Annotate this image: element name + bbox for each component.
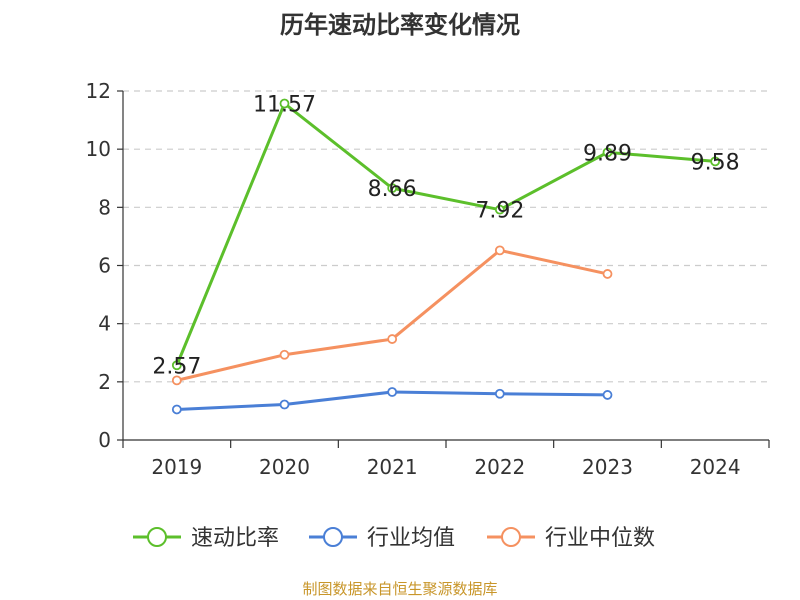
legend-marker bbox=[147, 527, 167, 547]
data-point[interactable] bbox=[387, 387, 398, 397]
source-note: 制图数据来自恒生聚源数据库 bbox=[302, 580, 497, 598]
data-point[interactable] bbox=[494, 204, 505, 215]
x-tick-label: 2023 bbox=[582, 455, 633, 479]
data-label: 8.66 bbox=[368, 177, 417, 202]
data-label: 9.58 bbox=[691, 150, 740, 175]
y-tick-label: 12 bbox=[86, 79, 111, 103]
data-point[interactable] bbox=[279, 349, 290, 360]
series-line bbox=[175, 102, 716, 366]
data-labels: 2.57 11.57 8.66 7.92 9.89 9.58 bbox=[152, 93, 739, 380]
data-point[interactable] bbox=[279, 98, 290, 109]
data-point[interactable] bbox=[602, 147, 613, 158]
x-tick-label: 2024 bbox=[690, 455, 741, 479]
data-label: 2.57 bbox=[152, 354, 201, 379]
data-point[interactable] bbox=[171, 375, 182, 386]
data-point[interactable] bbox=[710, 156, 721, 167]
series-2 bbox=[171, 245, 613, 386]
data-point[interactable] bbox=[387, 334, 398, 344]
series-1 bbox=[171, 387, 613, 415]
legend-label: 行业均值 bbox=[367, 526, 455, 551]
data-point[interactable] bbox=[494, 388, 505, 399]
legend-item-2[interactable]: 行业中位数 bbox=[487, 526, 655, 551]
x-tick-label: 2020 bbox=[259, 455, 310, 479]
series-0 bbox=[171, 98, 721, 371]
x-tick-label: 2019 bbox=[151, 455, 202, 479]
data-label: 9.89 bbox=[583, 141, 632, 166]
x-tick-label: 2021 bbox=[367, 455, 418, 479]
y-tick-label: 4 bbox=[98, 312, 111, 336]
data-label: 7.92 bbox=[475, 199, 524, 224]
y-tick-label: 0 bbox=[98, 428, 111, 452]
data-point[interactable] bbox=[602, 269, 613, 279]
data-point[interactable] bbox=[602, 390, 613, 400]
y-tick-label: 6 bbox=[98, 254, 111, 278]
data-point[interactable] bbox=[387, 183, 398, 194]
data-point[interactable] bbox=[279, 399, 290, 410]
chart-title: 历年速动比率变化情况 bbox=[280, 11, 520, 39]
y-tick-label: 8 bbox=[98, 195, 111, 219]
legend-item-0[interactable]: 速动比率 bbox=[133, 526, 279, 551]
data-point[interactable] bbox=[171, 360, 182, 371]
grid-lines bbox=[123, 90, 769, 383]
data-point[interactable] bbox=[494, 245, 505, 256]
axes: 0 2 4 6 8 10 12 2019 2020 2021 2022 2023 2024 bbox=[86, 79, 770, 479]
legend-marker bbox=[501, 527, 521, 547]
legend[interactable]: 速动比率 行业均值 行业中位数 bbox=[133, 526, 655, 551]
series-group bbox=[171, 98, 721, 415]
legend-item-1[interactable]: 行业均值 bbox=[309, 526, 455, 551]
legend-label: 速动比率 bbox=[191, 526, 279, 551]
y-tick-label: 10 bbox=[86, 137, 111, 161]
legend-marker bbox=[323, 527, 343, 547]
y-tick-label: 2 bbox=[98, 370, 111, 394]
series-line bbox=[176, 248, 608, 382]
x-tick-label: 2022 bbox=[474, 455, 525, 479]
data-point[interactable] bbox=[171, 404, 182, 415]
data-label: 11.57 bbox=[253, 93, 316, 118]
legend-label: 行业中位数 bbox=[545, 526, 655, 551]
